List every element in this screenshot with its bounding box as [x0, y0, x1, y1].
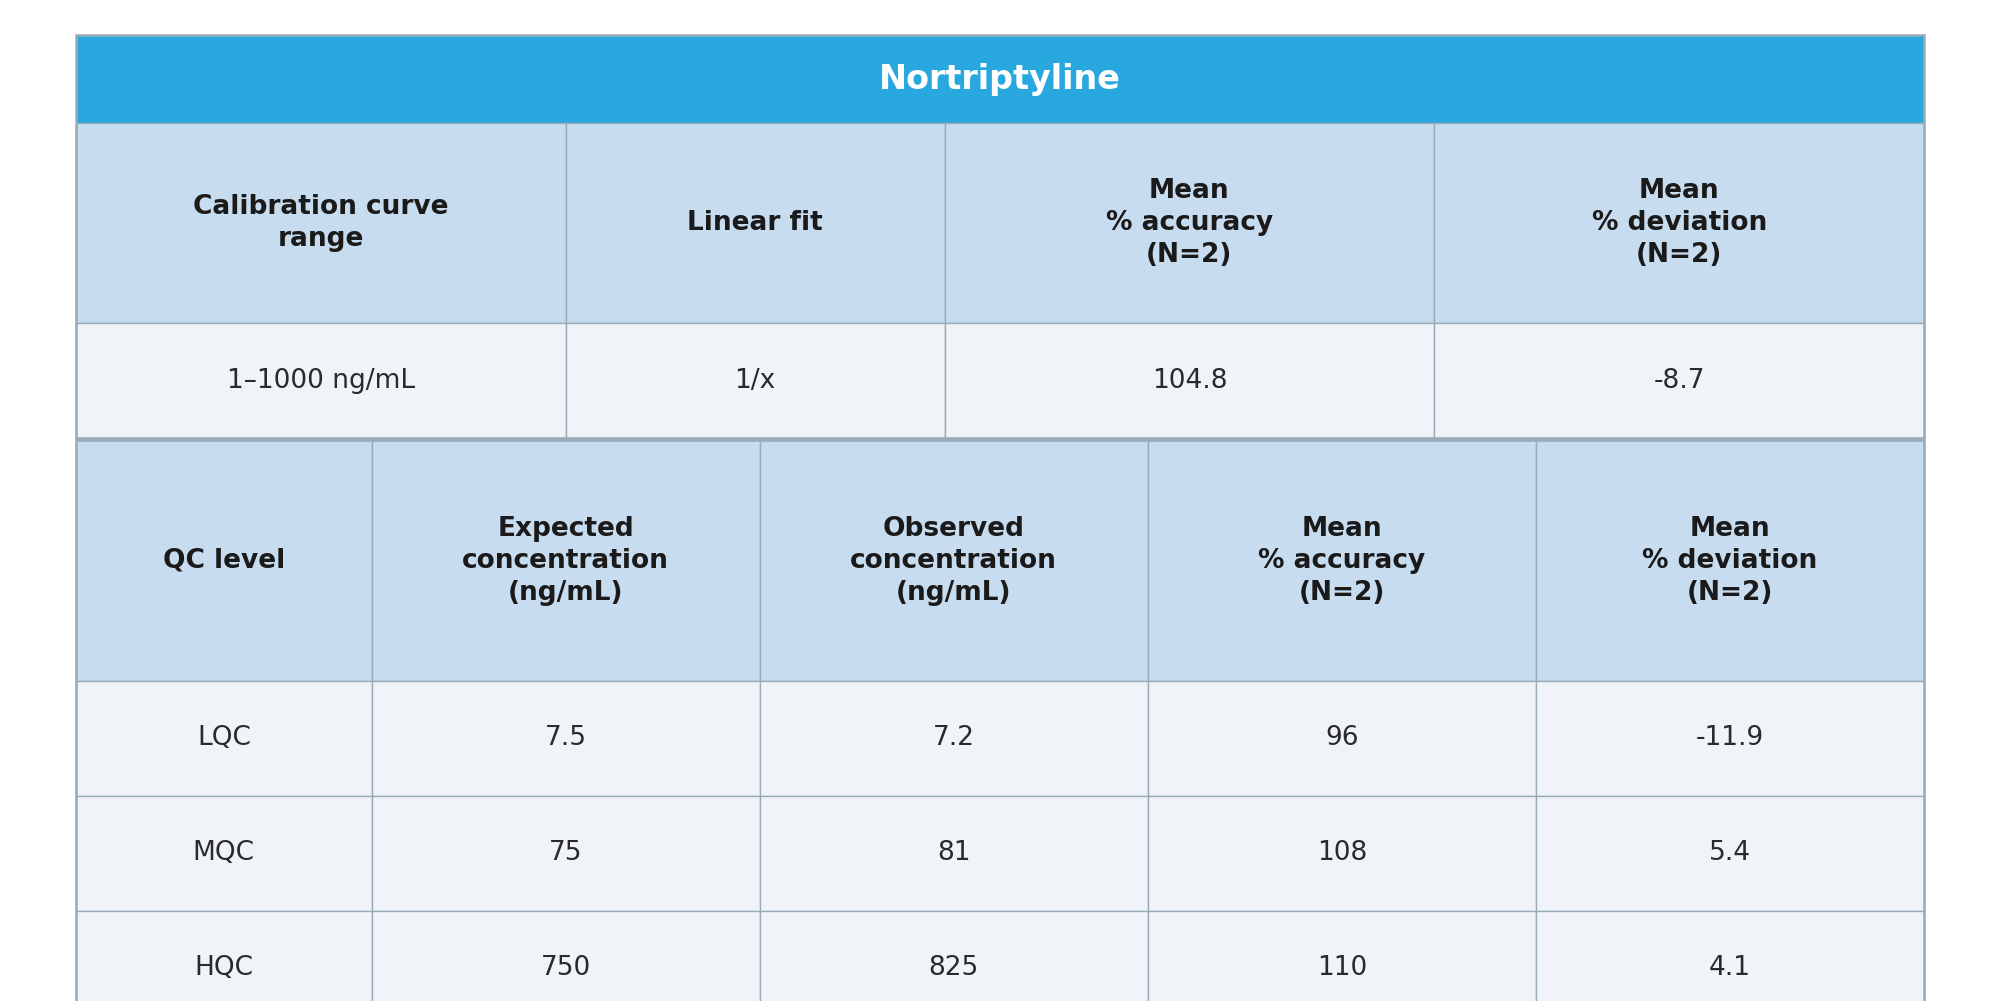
- Bar: [76, 323, 566, 438]
- Text: 5.4: 5.4: [1708, 841, 1750, 866]
- Bar: [76, 911, 372, 1001]
- Text: 4.1: 4.1: [1708, 956, 1750, 981]
- Text: -11.9: -11.9: [1696, 726, 1764, 751]
- Text: Nortriptyline: Nortriptyline: [880, 63, 1120, 95]
- Bar: [76, 123, 566, 323]
- Text: 1–1000 ng/mL: 1–1000 ng/mL: [226, 368, 414, 393]
- Text: 104.8: 104.8: [1152, 368, 1228, 393]
- Bar: [566, 123, 944, 323]
- Text: 81: 81: [938, 841, 970, 866]
- Bar: [76, 440, 1924, 1001]
- Bar: [760, 911, 1148, 1001]
- Bar: [1434, 123, 1924, 323]
- Bar: [1536, 796, 1924, 911]
- Bar: [760, 440, 1148, 681]
- Bar: [1148, 440, 1536, 681]
- Bar: [1148, 681, 1536, 796]
- Bar: [372, 911, 760, 1001]
- Text: LQC: LQC: [196, 726, 250, 751]
- Bar: [760, 796, 1148, 911]
- Text: Expected
concentration
(ng/mL): Expected concentration (ng/mL): [462, 516, 670, 606]
- Text: Mean
% accuracy
(N=2): Mean % accuracy (N=2): [1106, 178, 1274, 268]
- Text: 1/x: 1/x: [734, 368, 776, 393]
- Text: -8.7: -8.7: [1654, 368, 1704, 393]
- Text: QC level: QC level: [162, 548, 284, 574]
- Bar: [372, 796, 760, 911]
- Text: 7.2: 7.2: [932, 726, 974, 751]
- Text: MQC: MQC: [192, 841, 254, 866]
- Bar: [1148, 796, 1536, 911]
- Text: Linear fit: Linear fit: [688, 210, 824, 236]
- Text: 750: 750: [540, 956, 590, 981]
- Bar: [944, 123, 1434, 323]
- Text: 96: 96: [1326, 726, 1358, 751]
- Bar: [372, 440, 760, 681]
- Bar: [76, 440, 372, 681]
- Bar: [76, 35, 1924, 438]
- Bar: [566, 323, 944, 438]
- Text: Mean
% accuracy
(N=2): Mean % accuracy (N=2): [1258, 516, 1426, 606]
- Bar: [1536, 911, 1924, 1001]
- Text: Mean
% deviation
(N=2): Mean % deviation (N=2): [1592, 178, 1766, 268]
- Bar: [76, 796, 372, 911]
- Text: Mean
% deviation
(N=2): Mean % deviation (N=2): [1642, 516, 1818, 606]
- Bar: [1434, 323, 1924, 438]
- Text: 825: 825: [928, 956, 978, 981]
- Text: 108: 108: [1316, 841, 1368, 866]
- Bar: [76, 681, 372, 796]
- Bar: [1148, 911, 1536, 1001]
- Text: HQC: HQC: [194, 956, 254, 981]
- Text: 7.5: 7.5: [544, 726, 586, 751]
- Text: 75: 75: [548, 841, 582, 866]
- Bar: [1536, 681, 1924, 796]
- Text: Observed
concentration
(ng/mL): Observed concentration (ng/mL): [850, 516, 1058, 606]
- Bar: [944, 323, 1434, 438]
- Text: 110: 110: [1316, 956, 1368, 981]
- Text: Calibration curve
range: Calibration curve range: [194, 194, 448, 252]
- Bar: [1536, 440, 1924, 681]
- Bar: [76, 35, 1924, 123]
- Bar: [372, 681, 760, 796]
- Bar: [760, 681, 1148, 796]
